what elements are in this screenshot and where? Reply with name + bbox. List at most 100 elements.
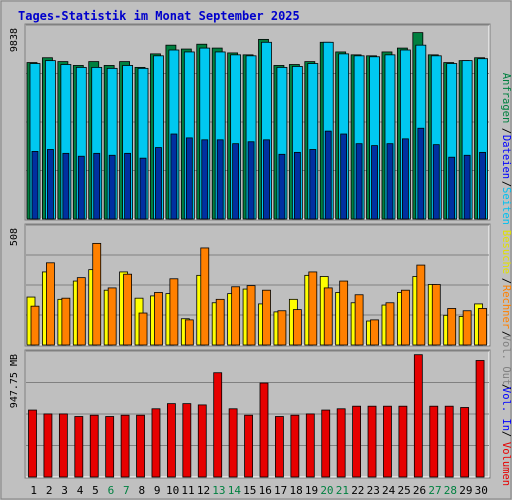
bar-rechner [308,271,318,346]
bar-rechner [478,308,487,346]
bar-rechner [169,278,179,346]
y-axis-max-label: 947.75 MB [9,354,20,408]
bar-volumen [213,372,223,478]
bar-volumen [120,414,130,478]
bar-seiten [278,153,286,220]
x-tick-label: 1 [30,484,37,497]
bar-seiten [263,139,270,220]
bar-rechner [277,310,287,346]
bar-volumen [182,403,192,478]
bar-seiten [324,130,332,220]
bar-rechner [46,262,55,346]
y-axis-max-label: 9838 [9,28,20,52]
x-tick-label: 2 [46,484,53,497]
side-label-vol-out: Vol. Out [500,335,512,386]
bar-rechner [323,287,333,346]
bar-rechner [447,308,457,346]
bar-rechner [200,247,210,346]
bar-seiten [62,152,70,220]
x-tick-label: 11 [181,484,194,497]
x-tick-label: 6 [108,484,115,497]
bar-volumen [244,414,253,478]
bar-volumen [305,413,315,478]
bar-seiten [47,149,54,220]
bar-seiten [77,155,85,220]
bar-seiten [170,133,178,220]
bar-rechner [354,294,364,346]
bar-rechner [339,280,349,346]
bar-rechner [416,264,426,346]
x-tick-label: 3 [61,484,68,497]
bar-volumen [275,416,284,478]
bar-volumen [383,405,392,478]
x-tick-label: 18 [289,484,302,497]
bar-seiten [432,144,440,220]
bar-rechner [292,309,302,346]
x-tick-label: 7 [123,484,130,497]
bar-seiten [401,138,409,220]
bar-rechner [385,302,395,346]
x-tick-label: 27 [428,484,441,497]
x-tick-label: 30 [475,484,488,497]
side-separator-4: / [500,331,512,337]
x-tick-label: 20 [320,484,333,497]
x-tick-label: 23 [367,484,380,497]
side-separator-3: / [500,278,512,284]
bar-volumen [413,354,423,478]
bar-seiten [340,133,348,220]
bar-rechner [431,284,441,346]
bar-volumen [259,382,269,478]
x-tick-label: 4 [77,484,84,497]
bar-seiten [386,143,394,220]
bar-seiten [448,156,456,220]
bar-seiten [108,154,116,220]
x-tick-label: 9 [154,484,161,497]
bar-rechner [246,285,256,346]
bar-seiten [139,157,147,220]
bar-volumen [321,409,331,478]
bar-seiten [216,139,224,220]
bar-seiten [247,141,255,220]
bar-volumen [228,408,238,478]
x-tick-label: 8 [138,484,145,497]
bar-seiten [232,143,240,220]
bar-volumen [460,407,470,478]
x-tick-label: 16 [259,484,272,497]
bar-rechner [138,312,148,346]
bar-rechner [92,242,102,346]
side-label-seiten: Seiten [500,187,512,225]
side-separator-5: / [500,384,512,390]
x-tick-label: 24 [382,484,396,497]
x-tick-label: 17 [274,484,287,497]
bar-seiten [417,127,425,220]
x-tick-label: 15 [243,484,256,497]
chart-title: Tages-Statistik im Monat September 2025 [18,9,300,23]
panel-requests-files-pages: 9838 [9,23,491,221]
bar-seiten [201,139,209,220]
bar-volumen [352,405,362,478]
x-tick-label: 12 [197,484,210,497]
bar-rechner [76,277,86,346]
side-separator-6: / [500,431,512,437]
panel-visits-hosts: 508 [9,223,491,347]
bar-seiten [185,137,193,220]
y-axis-max-label: 508 [9,228,20,246]
bar-seiten [31,150,39,220]
bar-volumen [475,360,485,478]
bar-rechner [154,292,163,346]
x-tick-label: 22 [351,484,364,497]
bar-volumen [89,414,99,478]
bar-rechner [30,305,40,346]
bar-seiten [371,145,378,220]
bar-rechner [400,289,410,346]
bar-volumen [367,405,377,478]
x-tick-label: 21 [336,484,349,497]
bar-seiten [309,149,317,220]
x-tick-label: 14 [228,484,242,497]
x-tick-label: 5 [92,484,99,497]
bar-seiten [479,151,486,220]
side-separator-2: / [500,181,512,187]
x-axis-day-labels: 1 2 3 4 5 6 7 8 9 10 11 12 13 14 15 16 17 18 19 20 21 22 23 24 2… [30,484,487,497]
